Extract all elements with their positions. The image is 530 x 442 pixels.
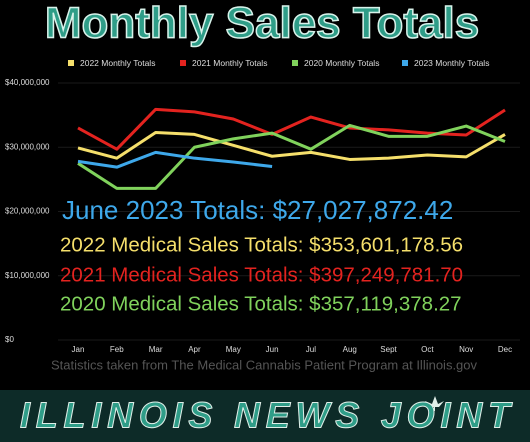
x-tick-label: Oct: [421, 345, 434, 354]
legend-label: 2021 Monthly Totals: [192, 58, 267, 68]
legend-swatch: [68, 60, 74, 66]
y-tick-label: $10,000,000: [5, 271, 50, 280]
x-tick-label: Jan: [72, 345, 85, 354]
series-line: [77, 130, 506, 161]
annotation: June 2023 Totals: $27,027,872.42: [62, 195, 453, 225]
legend-swatch: [180, 60, 186, 66]
legend-label: 2023 Monthly Totals: [414, 58, 489, 68]
x-tick-label: Jul: [306, 345, 316, 354]
x-tick-label: Sept: [380, 345, 397, 354]
x-tick-label: Mar: [149, 345, 163, 354]
annotation: 2021 Medical Sales Totals: $397,249,781.…: [60, 263, 463, 286]
x-tick-label: Aug: [343, 345, 357, 354]
source-note: Statistics taken from The Medical Cannab…: [51, 357, 478, 372]
y-tick-label: $30,000,000: [5, 142, 50, 151]
legend-swatch: [402, 60, 408, 66]
x-tick-label: Jun: [266, 345, 279, 354]
annotation: 2020 Medical Sales Totals: $357,119,378.…: [60, 292, 462, 315]
annotation: 2022 Medical Sales Totals: $353,601,178.…: [60, 233, 463, 256]
x-tick-label: May: [226, 345, 241, 354]
series-line: [77, 123, 506, 190]
x-tick-label: Nov: [459, 345, 473, 354]
series-line: [77, 150, 273, 169]
y-tick-label: $0: [5, 335, 14, 344]
x-tick-label: Apr: [188, 345, 201, 354]
chart-title: Monthly Sales Totals: [45, 0, 479, 48]
brand-band: [0, 390, 530, 442]
x-tick-label: Feb: [110, 345, 124, 354]
y-tick-label: $20,000,000: [5, 207, 50, 216]
leaf-icon: [425, 396, 444, 411]
legend-label: 2020 Monthly Totals: [304, 58, 379, 68]
legend-label: 2022 Monthly Totals: [80, 58, 155, 68]
x-tick-label: Dec: [498, 345, 512, 354]
legend-swatch: [292, 60, 298, 66]
y-tick-label: $40,000,000: [5, 78, 50, 87]
